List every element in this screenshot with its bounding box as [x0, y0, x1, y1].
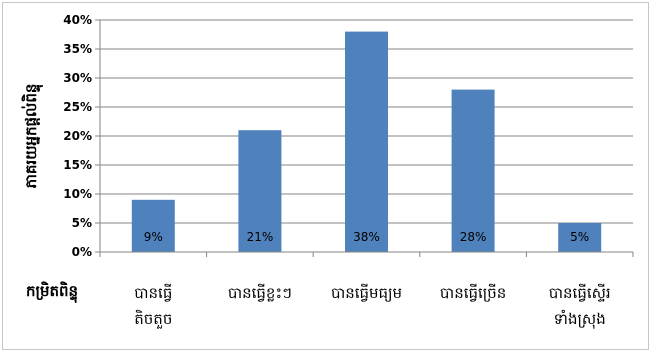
bar — [558, 223, 602, 252]
bar — [238, 130, 282, 252]
bars — [131, 31, 602, 252]
y-tick-label: 25% — [63, 100, 92, 114]
data-label: 38% — [353, 230, 380, 244]
x-tick-label: បានធ្វើខ្លះៗ — [228, 283, 292, 302]
y-tick-label: 15% — [63, 158, 92, 172]
x-tick-labels: បានធ្វើតិចតួច បានធ្វើខ្លះៗ បានធ្វើមធ្យម បាន… — [134, 283, 610, 329]
x-tick-label: បានធ្វើស្ទើរទាំងស្រុង — [549, 283, 611, 329]
data-label: 9% — [144, 230, 163, 244]
data-label: 21% — [247, 230, 274, 244]
x-axis-title: កម្រិតពិន្ទុ — [26, 281, 78, 303]
y-tick-labels: 0% 5% 10% 15% 20% 25% 30% 35% 40% — [63, 13, 92, 259]
y-tick-label: 5% — [72, 216, 92, 230]
axes — [99, 20, 633, 253]
y-tick-label: 10% — [63, 187, 92, 201]
x-tick-label: បានធ្វើច្រើន — [440, 283, 506, 302]
y-tick-label: 35% — [63, 42, 92, 56]
y-tick-label: 40% — [63, 13, 92, 27]
y-tick-label: 0% — [72, 245, 92, 259]
x-tick-label: បានធ្វើតិចតួច — [134, 283, 172, 329]
data-labels: 9% 21% 38% 28% 5% — [144, 230, 589, 244]
bar — [345, 31, 388, 252]
chart-frame — [2, 2, 649, 350]
bar — [451, 89, 495, 252]
bar — [131, 199, 175, 252]
data-label: 5% — [570, 230, 589, 244]
y-axis-title: ភាគរយអ្នកផ្តល់ពិន្ទុ — [21, 84, 43, 189]
y-tick-label: 30% — [63, 71, 92, 85]
y-tick-label: 20% — [63, 129, 92, 143]
data-label: 28% — [460, 230, 487, 244]
x-tick-label: បានធ្វើមធ្យម — [331, 283, 402, 302]
